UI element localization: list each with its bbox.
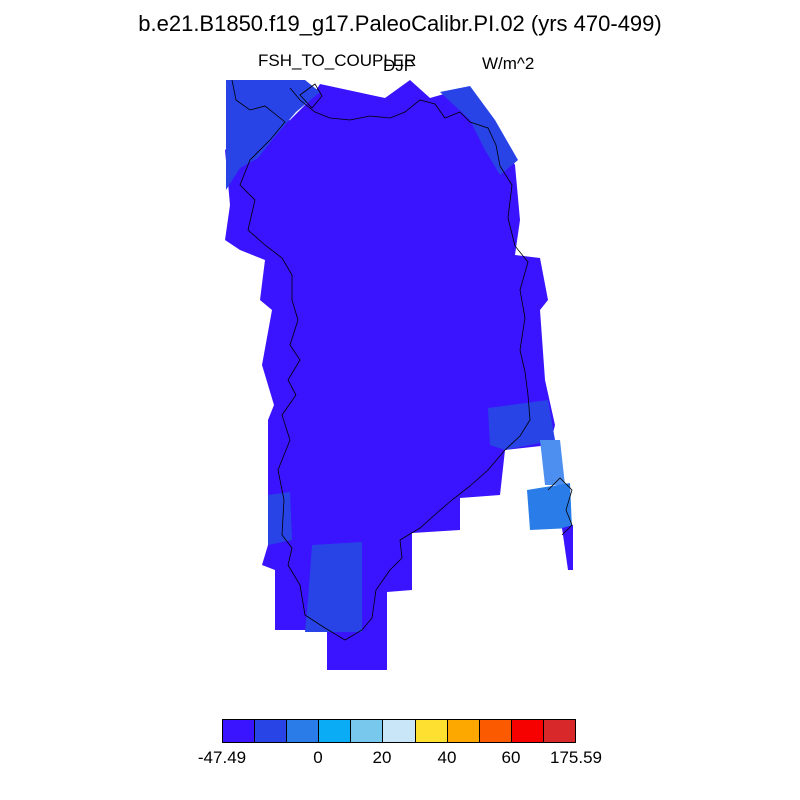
se-cell-a xyxy=(540,440,565,485)
colorbar-swatch xyxy=(383,720,416,742)
colorbar-swatch xyxy=(287,720,320,742)
colorbar-tick: 175.59 xyxy=(550,748,602,767)
ne-band xyxy=(440,86,518,175)
colorbar-swatch xyxy=(351,720,384,742)
colorbar-ticks: -47.49 0 20 40 60 175.59 xyxy=(0,748,800,770)
sw-cell xyxy=(268,492,292,545)
south-block xyxy=(305,542,362,632)
colorbar-swatch xyxy=(415,720,448,742)
colorbar-tick: 40 xyxy=(437,748,457,767)
colorbar-tick: 60 xyxy=(501,748,521,767)
colorbar-tick: 0 xyxy=(313,748,323,767)
main-field xyxy=(225,80,555,670)
se-strip xyxy=(562,525,573,570)
season-label: DJF xyxy=(383,56,415,75)
plot-title: b.e21.B1850.f19_g17.PaleoCalibr.PI.02 (y… xyxy=(138,11,662,36)
coastline-island xyxy=(299,83,323,109)
colorbar-tick: 20 xyxy=(372,748,392,767)
colorbar-swatch xyxy=(447,720,480,742)
colorbar-swatch xyxy=(479,720,512,742)
variable-label: FSH_TO_COUPLER xyxy=(258,51,417,70)
coastline xyxy=(231,79,531,641)
colorbar-swatch xyxy=(319,720,352,742)
colorbar-swatch xyxy=(511,720,544,742)
coastline-detail xyxy=(547,477,573,536)
nw-block xyxy=(226,80,320,190)
colorbar xyxy=(222,719,576,743)
colorbar-swatch xyxy=(255,720,288,742)
colorbar-swatch xyxy=(223,720,256,742)
east-patch xyxy=(488,400,555,450)
se-cell-b xyxy=(527,483,572,530)
colorbar-tick: -47.49 xyxy=(197,748,247,767)
colorbar-swatch xyxy=(543,720,576,742)
units-label: W/m^2 xyxy=(482,54,535,73)
